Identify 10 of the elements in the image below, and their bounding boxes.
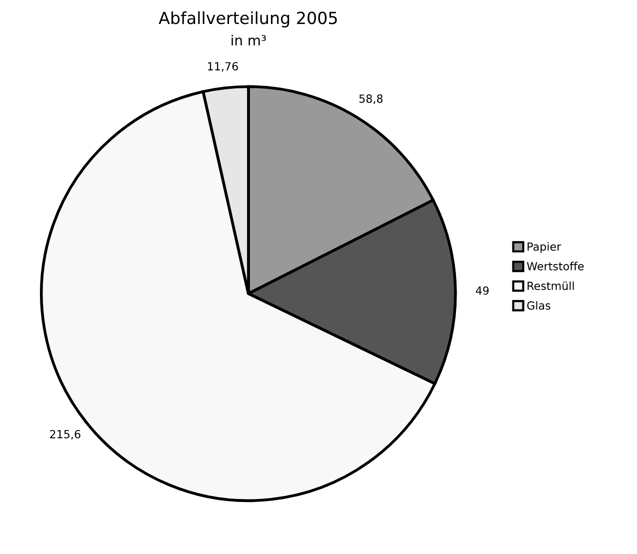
chart-subtitle: in m³ xyxy=(232,34,266,46)
data-label: 58,8 xyxy=(359,94,383,104)
data-label: 11,76 xyxy=(208,62,238,72)
legend-label: Glas xyxy=(527,301,550,310)
chart-title: Abfallverteilung 2005 xyxy=(158,11,337,28)
data-label: 49 xyxy=(476,286,489,295)
legend-label: Restmüll xyxy=(528,281,574,290)
data-label: 215,6 xyxy=(50,430,80,440)
legend-label: Wertstoffe xyxy=(526,262,584,270)
legend-label: Papier xyxy=(528,242,562,253)
